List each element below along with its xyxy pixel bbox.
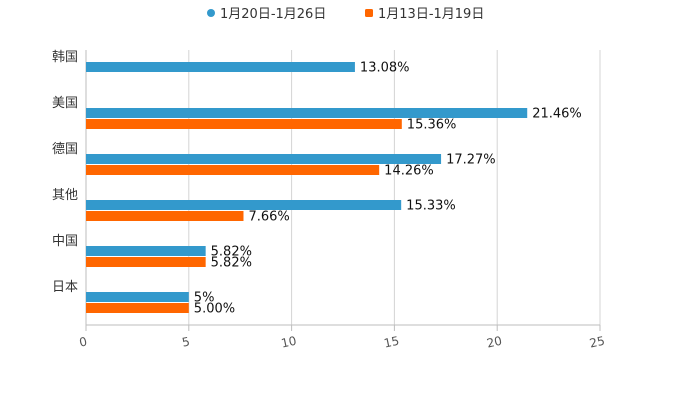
bar-series-2[interactable] — [86, 257, 206, 267]
bar-series-1[interactable] — [86, 292, 189, 302]
category-label: 美国 — [52, 96, 78, 111]
bar-series-1[interactable] — [86, 62, 355, 72]
gridlines — [85, 50, 601, 325]
bar-series-2[interactable] — [86, 119, 402, 129]
legend: 1月20日-1月26日 1月13日-1月19日 — [207, 7, 484, 22]
category-label: 其他 — [52, 188, 78, 203]
bar-series-1[interactable] — [86, 200, 402, 210]
bar-value-label: 5.82% — [211, 245, 252, 260]
bar-value-label: 5.00% — [194, 302, 235, 317]
bar-value-label: 21.46% — [532, 107, 582, 122]
category-label: 韩国 — [52, 50, 78, 65]
legend-label-series-1[interactable]: 1月20日-1月26日 — [220, 7, 326, 22]
bar-value-label: 15.33% — [406, 199, 456, 214]
bar-value-label: 5.82% — [211, 256, 252, 271]
category-label: 德国 — [52, 142, 78, 157]
bar-value-label: 13.08% — [360, 61, 410, 76]
value-axis: 0 5 10 15 20 25 — [78, 324, 606, 351]
legend-label-series-2[interactable]: 1月13日-1月19日 — [378, 7, 484, 22]
x-tick-label: 20 — [485, 334, 503, 351]
x-tick-label: 15 — [383, 334, 401, 351]
bar-series-2[interactable] — [86, 303, 189, 313]
bar-value-label: 7.66% — [248, 210, 289, 225]
bar-series-1[interactable] — [86, 246, 206, 256]
bar-value-label: 14.26% — [384, 164, 434, 179]
bar-value-label: 5% — [194, 291, 215, 306]
bar-value-label: 17.27% — [446, 153, 496, 168]
bar-series-2[interactable] — [86, 211, 244, 221]
legend-marker-series-2[interactable] — [365, 9, 373, 17]
legend-marker-series-1[interactable] — [207, 9, 215, 17]
bar-series-2[interactable] — [86, 165, 380, 175]
data-labels: 13.08% 21.46% 15.36% 17.27% 14.26% 15.33% 7.66… — [194, 61, 582, 317]
category-axis: 韩国 美国 德国 其他 中国 日本 — [52, 50, 78, 295]
bars — [86, 62, 528, 313]
category-label: 中国 — [52, 234, 78, 249]
x-tick-label: 10 — [280, 334, 298, 351]
bar-value-label: 15.36% — [407, 118, 457, 133]
bar-series-1[interactable] — [86, 154, 442, 164]
bar-series-1[interactable] — [86, 108, 528, 118]
category-label: 日本 — [52, 280, 78, 295]
x-tick-label: 25 — [588, 334, 606, 351]
x-tick-label: 0 — [78, 334, 88, 349]
x-tick-label: 5 — [181, 334, 191, 349]
